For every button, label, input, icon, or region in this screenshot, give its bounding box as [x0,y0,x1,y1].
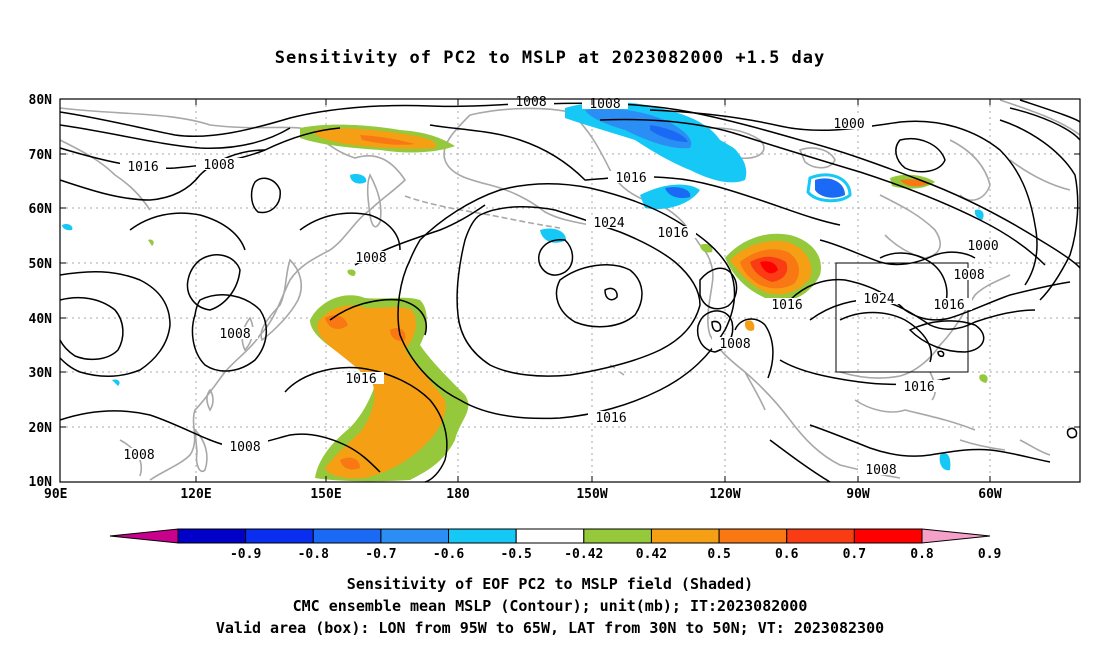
shade-arctic-blue [350,102,852,243]
colorbar-label: 0.6 [775,547,799,562]
lon-label: 120W [709,487,740,502]
lon-label: 60W [978,487,1002,502]
colorbar-left-triangle [109,528,179,544]
caption-line: Valid area (box): LON from 95W to 65W, L… [215,619,885,637]
lat-label: 30N [29,366,53,381]
contour-label: 1016 [771,298,802,313]
contour-label: 1024 [593,216,624,231]
colorbar-label: 0.8 [910,547,934,562]
colorbar-label: -0.5 [501,547,532,562]
colorbar-box [786,528,855,544]
contour-label: 1016 [933,298,964,313]
sensitivity-shading [62,102,988,482]
lon-label: 150E [310,487,341,502]
colorbar-label: 0.42 [636,547,667,562]
caption-line: CMC ensemble mean MSLP (Contour); unit(m… [292,597,808,615]
contour-label: 1008 [589,97,620,112]
lat-label: 50N [29,257,53,272]
colorbar-label: -0.8 [298,547,329,562]
colorbar-box [380,528,450,544]
contour-label: 1008 [719,337,750,352]
lon-label: 120E [180,487,211,502]
caption-block: Sensitivity of EOF PC2 to MSLP field (Sh… [0,573,1100,639]
colorbar-label: -0.42 [564,547,603,562]
contour-label: 1024 [863,292,894,307]
map-frame [59,98,1081,483]
colorbar-box [718,528,788,544]
lat-label: 70N [29,148,53,163]
contour-label: 1016 [657,226,688,241]
shade-ne-pacific [700,233,821,331]
colorbar-box [853,528,923,544]
contour-labels: 1008 1008 1000 1016 1008 1016 1024 1016 … [116,95,1006,478]
colorbar-label: 0.5 [707,547,730,562]
contour-label: 1008 [229,440,260,455]
contour-label: 1016 [595,411,626,426]
colorbar-box [583,528,652,544]
colorbar-box [448,528,517,544]
contour-label: 1016 [615,171,646,186]
lon-label: 90E [44,487,67,502]
contour-label: 1000 [833,117,864,132]
contour-label: 1016 [345,372,376,387]
lon-labels: 90E 120E 150E 180 150W 120W 90W 60W [44,487,1002,502]
lat-label: 10N [29,475,53,490]
lon-label: 150W [576,487,607,502]
contour-label: 1016 [127,160,158,175]
contour-label: 1008 [219,327,250,342]
contour-label: 1008 [355,251,386,266]
colorbar-label: 0.7 [843,547,866,562]
colorbar-label: -0.7 [365,547,396,562]
contour-label: 1008 [865,463,896,478]
lat-label: 80N [29,93,53,108]
shade-greenland [890,174,935,189]
lat-labels: 80N 70N 60N 50N 40N 30N 20N 10N [29,93,53,490]
contour-label: 1008 [953,268,984,283]
map-area [60,99,1080,482]
valid-area-box [835,262,969,373]
colorbar: -0.9 -0.8 -0.7 -0.6 -0.5 -0.42 0.42 0.5 0.6 0.7 0.… [109,528,1001,562]
colorbar-label: -0.9 [230,547,261,562]
contour-label: 1016 [903,380,934,395]
colorbar-box [650,528,720,544]
contour-label: 1008 [515,95,546,110]
colorbar-box [515,528,585,544]
shade-west-pacific [310,295,469,482]
lat-label: 20N [29,421,53,436]
plot-title: Sensitivity of PC2 to MSLP at 2023082000… [274,48,826,68]
colorbar-box [177,528,247,544]
coastlines [59,99,1081,481]
contour-label: 1008 [123,448,154,463]
lat-label: 60N [29,202,53,217]
colorbar-box [312,528,382,544]
lon-label: 90W [846,487,870,502]
colorbar-box [245,528,314,544]
lat-label: 40N [29,312,53,327]
caption-line: Sensitivity of EOF PC2 to MSLP field (Sh… [346,575,754,593]
shade-scattered [62,209,988,471]
contour-label: 1008 [203,158,234,173]
contour-label: 1000 [967,239,998,254]
lon-label: 180 [446,487,470,502]
shade-arctic-siberia [300,124,455,153]
colorbar-label: 0.9 [978,547,1001,562]
colorbar-right-triangle [921,528,991,544]
colorbar-label: -0.6 [433,547,464,562]
tick-marks [60,98,1080,482]
